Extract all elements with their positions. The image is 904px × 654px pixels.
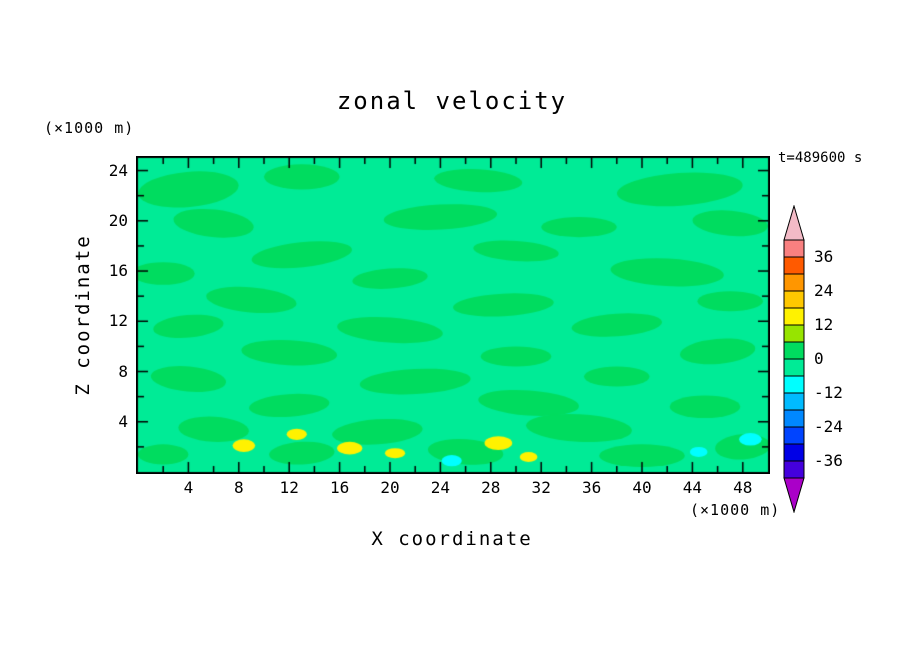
z-tick-label: 16 [108, 261, 128, 281]
x-tick-label: 12 [279, 478, 299, 497]
plot-title: zonal velocity [336, 87, 568, 115]
z-tick-label: 24 [108, 160, 128, 180]
colorbar-tick-label: 24 [814, 281, 834, 300]
colorbar-arrow-down [783, 477, 805, 513]
colorbar-arrow-up [783, 205, 805, 241]
colorbar-tick-label: 12 [814, 315, 834, 334]
x-tick-label: 32 [531, 478, 551, 497]
z-tick-label: 12 [108, 311, 128, 331]
x-tick-label: 44 [682, 478, 703, 497]
z-tick-label: 8 [118, 361, 128, 381]
contour-field-canvas [136, 156, 770, 474]
x-tick-label: 20 [380, 478, 400, 497]
x-tick-label: 24 [430, 478, 451, 497]
colorbar-gradient [783, 205, 805, 513]
colorbar-tick-label: 36 [814, 247, 834, 266]
z-tick-label: 20 [108, 210, 128, 230]
z-axis-label: Z coordinate [72, 234, 94, 396]
x-tick-label: 40 [632, 478, 652, 497]
x-tick-label: 4 [183, 478, 194, 497]
colorbar-tick-label: 0 [814, 349, 824, 368]
z-axis-unit: (×1000 m) [44, 119, 135, 137]
x-tick-label: 48 [733, 478, 753, 497]
x-tick-label: 36 [581, 478, 602, 497]
timestamp-label: t=489600 s [778, 150, 863, 166]
x-tick-label: 16 [329, 478, 350, 497]
colorbar-tick-label: -36 [814, 451, 843, 470]
x-axis-unit: (×1000 m) [690, 501, 781, 519]
colorbar-tick-label: -24 [814, 417, 843, 436]
z-tick-label: 4 [118, 411, 128, 431]
x-tick-label: 8 [233, 478, 244, 497]
x-axis-label: X coordinate [371, 528, 533, 550]
x-tick-label: 28 [481, 478, 501, 497]
colorbar-tick-label: -12 [814, 383, 843, 402]
